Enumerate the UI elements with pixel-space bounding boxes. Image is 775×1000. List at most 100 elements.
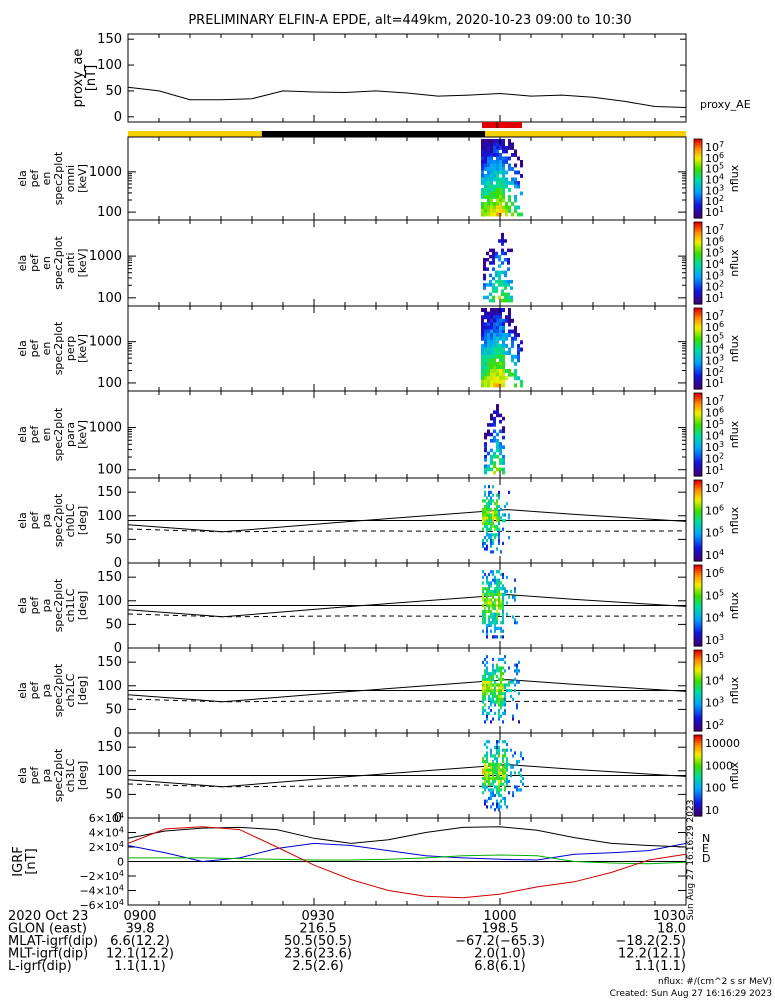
pa-cell [500, 626, 502, 630]
colorbar-cell [694, 242, 702, 246]
pa-cell [484, 547, 486, 551]
colorbar-cell [694, 532, 702, 536]
colorbar-cell [694, 728, 702, 732]
pa-cell [490, 697, 492, 701]
pa-cell [488, 581, 490, 585]
pa-cell [502, 765, 504, 769]
colorbar-cell [694, 761, 702, 764]
pa-cell [490, 686, 492, 690]
pa-cell [496, 768, 498, 772]
spec-cell [496, 308, 499, 312]
pa-cell [494, 689, 496, 693]
spec-cell [520, 383, 523, 388]
pa-cell [488, 683, 490, 687]
colorbar-cell [694, 295, 702, 299]
pa-cell [500, 768, 502, 772]
spec-cell [502, 354, 505, 359]
spec-cell [493, 372, 496, 377]
spec-cell [502, 383, 505, 388]
colorbar-cell [694, 212, 702, 215]
pa-cell [484, 680, 486, 684]
pa-cell [512, 697, 514, 701]
pa-cell [506, 759, 508, 764]
ylabel: elapefenspec2plotomni[keV] [16, 151, 89, 205]
spec-cell [481, 177, 484, 182]
spec-cell [492, 283, 495, 287]
colorbar-cell [694, 799, 702, 803]
pa-cell [496, 689, 498, 693]
spec-cell [504, 239, 507, 243]
pa-cell [482, 782, 484, 786]
spec-cell [496, 188, 499, 192]
pa-cell [510, 589, 512, 594]
pa-cell [482, 612, 484, 616]
spec-cell [520, 347, 523, 352]
pa-cell [488, 533, 490, 537]
spec-cell [484, 329, 487, 334]
colorbar-frame [693, 479, 703, 562]
spec-cell [493, 195, 496, 199]
pa-cell [494, 527, 496, 531]
colorbar-cell [694, 210, 702, 213]
pa-cell [486, 632, 488, 636]
colorbar-cell [694, 716, 702, 720]
colorbar-cell [694, 556, 702, 560]
spec-cell [496, 365, 499, 370]
colorbar-cell [694, 583, 702, 586]
colorbar-tick: 10 [705, 804, 719, 817]
colorbar-cell [694, 200, 702, 203]
pa-cell [508, 516, 510, 520]
pa-cell [500, 793, 502, 798]
pa-cell [498, 776, 500, 781]
colorbar-cell [694, 275, 702, 278]
spec-cell [514, 354, 517, 359]
spec-cell [493, 322, 496, 327]
colorbar-cell [694, 490, 702, 493]
pa-cell [512, 793, 514, 798]
footnote-created: Created: Sun Aug 27 16:16:29 2023 [610, 989, 772, 999]
spec-cell [493, 451, 496, 456]
anti-loss-cone-line [127, 528, 687, 533]
footer-value: 1030 [653, 909, 686, 924]
pa-cell [482, 527, 484, 531]
spec-cell [511, 340, 514, 345]
colorbar-cell [694, 436, 702, 440]
spec-cell [495, 289, 498, 293]
colorbar-cell [694, 172, 702, 176]
spec-cell [484, 365, 487, 370]
pa-cell [496, 507, 498, 511]
pa-cell [504, 697, 506, 701]
spec-cell [517, 351, 520, 356]
pa-cell [500, 799, 502, 803]
spec-cell [484, 153, 487, 157]
spec-cell [483, 267, 486, 271]
pa-cell [496, 584, 498, 588]
colorbar-tick: 106 [705, 150, 724, 165]
colorbar-cell [694, 650, 702, 653]
pa-cell [482, 541, 484, 545]
pa-cell [494, 776, 496, 781]
spec-cell [481, 195, 484, 199]
spec-cell [502, 139, 505, 143]
colorbar-cell [694, 287, 702, 291]
colorbar-cell [694, 664, 702, 667]
pa-cell [482, 570, 484, 574]
spec-cell [487, 423, 490, 427]
pa-cell [496, 533, 498, 537]
pa-cell [482, 683, 484, 687]
spec-cell [511, 358, 514, 363]
pa-cell [498, 768, 500, 772]
spec-cell [492, 254, 495, 259]
spec-cell [496, 322, 499, 327]
spec-cell [481, 361, 484, 366]
colorbar-cell [694, 577, 702, 580]
colorbar-cell [694, 428, 702, 431]
colorbar-cell [694, 424, 702, 427]
pa-cell [488, 782, 490, 786]
pa-cell [518, 720, 520, 724]
spec-cell [481, 365, 484, 370]
spec-cell [490, 149, 493, 154]
pa-cell [504, 748, 506, 752]
pa-cell [498, 657, 500, 662]
footer-label: MLAT-igrf(dip) [8, 934, 98, 949]
